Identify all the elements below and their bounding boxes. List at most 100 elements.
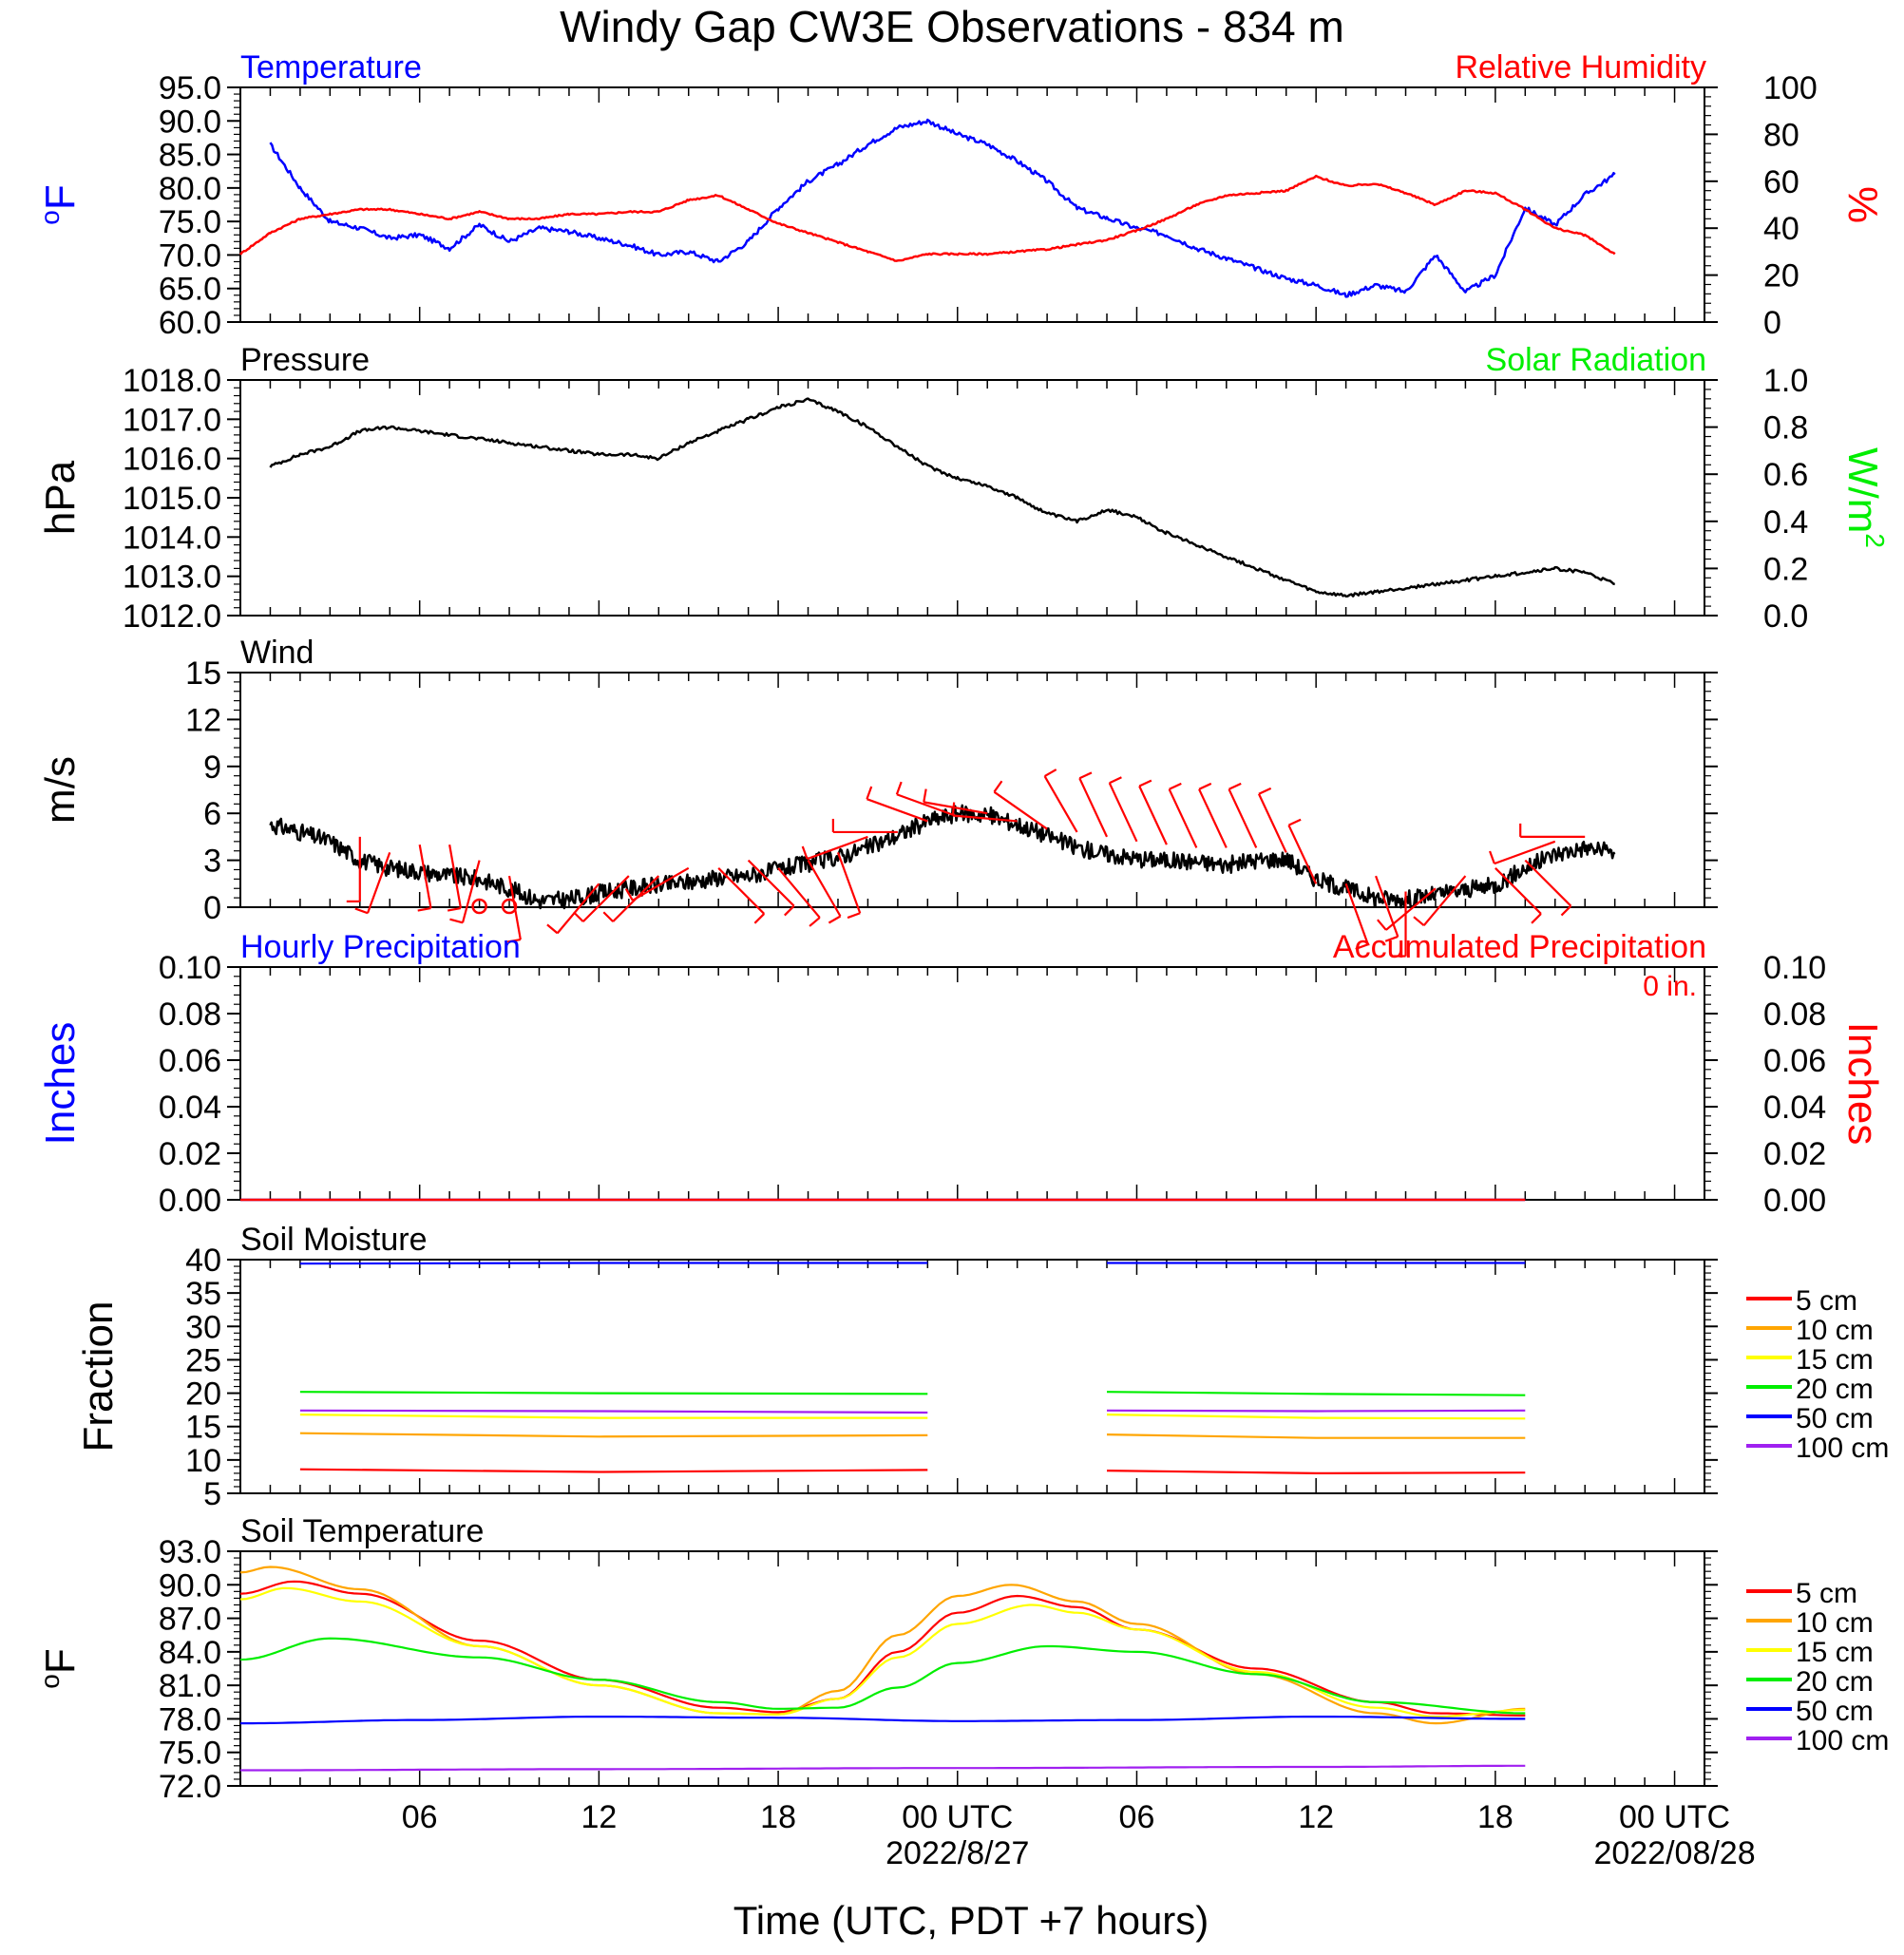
wind-barb-flag: [1287, 818, 1302, 826]
wind-barb: [807, 835, 868, 861]
y-tick-label-left: 90.0: [159, 104, 221, 140]
wind-barb-flag: [1560, 904, 1572, 917]
y-tick-label-left: 78.0: [159, 1701, 221, 1737]
y-axis-label-right: W/m2: [1839, 447, 1890, 548]
y-tick-label-right: 0.8: [1763, 410, 1808, 446]
wind-barb: [896, 793, 959, 818]
degree-mark: o: [35, 1674, 65, 1689]
legend-label: 50 cm: [1796, 1403, 1874, 1434]
x-tick-label: 06: [1119, 1799, 1155, 1835]
y-tick-label-right: 80: [1763, 117, 1799, 153]
y-tick-label-right: 0.6: [1763, 457, 1808, 493]
plot-frame: [239, 966, 1705, 1201]
wind-barb: [461, 860, 481, 923]
wind-barb-flag: [784, 904, 795, 917]
legend-label: 20 cm: [1796, 1374, 1874, 1405]
series-soil-temp-100cm: [240, 1764, 1526, 1772]
y-tick-label-left: 0.06: [159, 1043, 221, 1079]
unit-f: F: [37, 184, 84, 210]
wind-barb-flag: [809, 917, 821, 927]
wind-barb-flag: [951, 802, 956, 816]
panel-temperature-humidity: 95.090.085.080.075.070.065.060.0 100 80 60 4…: [35, 49, 1886, 341]
y-tick-label-right: 0.4: [1763, 504, 1808, 541]
wind-barb-flag: [828, 915, 842, 924]
y-tick-label-left: 0.00: [159, 1183, 221, 1219]
unit-f: F: [37, 1648, 84, 1674]
y-tick-label-left: 1016.0: [123, 442, 221, 478]
y-tick-label-right: 0.00: [1763, 1183, 1826, 1219]
y-tick-label-left: 3: [203, 844, 221, 880]
series-soil-moisture-50cm: [299, 1262, 1526, 1265]
y-tick-label-left: 0.02: [159, 1136, 221, 1172]
wind-barb-flag: [1198, 782, 1212, 790]
wind-barb: [1257, 793, 1287, 853]
wind-barb: [807, 860, 842, 918]
y-tick-label-right: 0: [1763, 305, 1781, 341]
series-soil-temp-20cm: [239, 1637, 1526, 1715]
wind-barb-flag: [801, 845, 809, 860]
wind-barb: [836, 851, 862, 914]
panel-title-right: Solar Radiation: [1486, 342, 1706, 378]
legend-label: 5 cm: [1796, 1578, 1857, 1609]
series-relative-humidity: [239, 174, 1616, 262]
plot-frame: [239, 1259, 1705, 1494]
plot-frame: [239, 379, 1705, 617]
legend-label: 15 cm: [1796, 1637, 1874, 1668]
x-tick-label: 00 UTC: [1619, 1799, 1730, 1835]
y-tick-label-left: 65.0: [159, 272, 221, 308]
x-date-label: 2022/8/27: [885, 1835, 1029, 1871]
y-tick-label-left: 90.0: [159, 1567, 221, 1604]
x-tick-label: 12: [581, 1799, 617, 1835]
figure-title: Windy Gap CW3E Observations - 834 m: [560, 2, 1344, 51]
y-axis-label-left: oF: [35, 1648, 84, 1688]
series-segment: [1106, 1470, 1526, 1475]
wind-barb-flag: [573, 911, 584, 922]
y-tick-label-left: 25: [185, 1342, 221, 1378]
wind-barb-flag: [1169, 782, 1182, 790]
wind-barb-flag: [1258, 787, 1272, 795]
panel-precipitation: 0.10 0.08 0.06 0.04 0.02 0.00 0.10 0.08 0.06 0.04…: [37, 929, 1886, 1219]
wind-barb-flag: [506, 938, 522, 943]
x-tick-label: 00 UTC: [902, 1799, 1013, 1835]
wind-barb: [1344, 883, 1369, 945]
y-tick-label-left: 81.0: [159, 1668, 221, 1704]
y-axis-label-left: m/s: [37, 756, 84, 824]
wind-barb: [923, 801, 988, 815]
wind-barb-flag: [1044, 769, 1057, 778]
wind-barb: [1287, 825, 1318, 884]
degree-mark: o: [35, 210, 65, 225]
plot-frame: [239, 86, 1705, 323]
wind-barb: [1494, 840, 1556, 865]
panel-title-right: Accumulated Precipitation: [1333, 929, 1706, 965]
wind-barb: [1375, 875, 1399, 938]
y-tick-label-right: 0.2: [1763, 551, 1808, 587]
panel-title-left: Hourly Precipitation: [240, 929, 521, 965]
y-tick-label-left: 93.0: [159, 1534, 221, 1570]
x-date-label: 2022/08/28: [1593, 1835, 1755, 1871]
y-tick-label-right: 60: [1763, 164, 1799, 200]
panels: 95.090.085.080.075.070.065.060.010080604…: [35, 49, 1890, 1805]
wind-barb: [952, 814, 1018, 823]
y-tick-label-left: 84.0: [159, 1635, 221, 1671]
y-tick-label-left: 1013.0: [123, 560, 221, 596]
y-tick-label-left: 87.0: [159, 1602, 221, 1638]
panel-title-left: Soil Temperature: [240, 1513, 484, 1549]
y-tick-label-left: 35: [185, 1276, 221, 1312]
wind-barb: [1108, 782, 1138, 843]
y-tick-label-left: 9: [203, 750, 221, 786]
y-tick-label-left: 1015.0: [123, 481, 221, 517]
series-soil-moisture-5cm: [299, 1468, 1526, 1475]
y-tick-label-right: 40: [1763, 211, 1799, 247]
series-segment: [299, 1432, 928, 1438]
y-tick-label-left: 20: [185, 1376, 221, 1413]
y-tick-label-right: 0.0: [1763, 598, 1808, 635]
wind-barbs: [346, 769, 1586, 958]
y-tick-label-left: 95.0: [159, 70, 221, 106]
series-segment: [299, 1391, 928, 1395]
wind-barb-flag: [866, 786, 873, 800]
y-axis-label-left: hPa: [37, 460, 84, 535]
legend-label: 20 cm: [1796, 1666, 1874, 1698]
